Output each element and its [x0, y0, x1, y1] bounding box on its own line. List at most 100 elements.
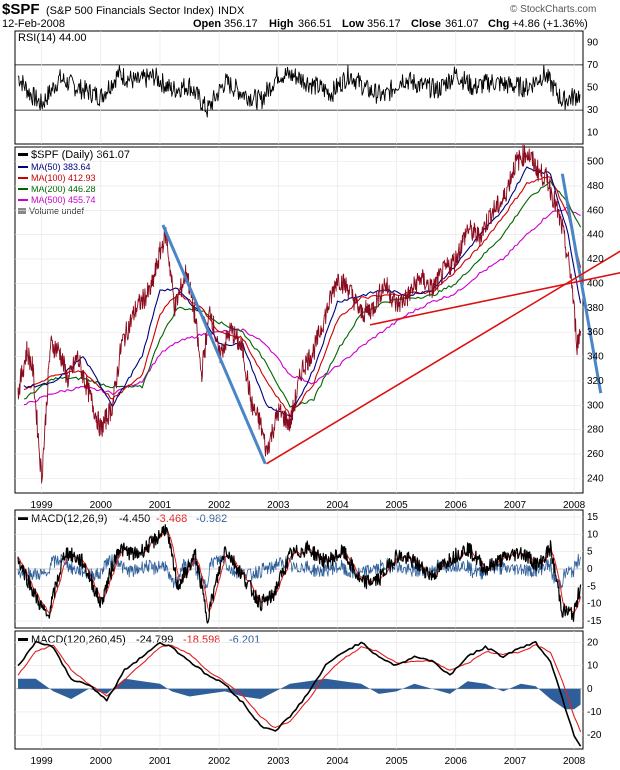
macd1-value: -4.450 [119, 513, 150, 525]
macd2-x-tick-label: 2000 [90, 756, 113, 767]
price-x-tick-label: 1999 [31, 500, 54, 511]
legend-swatch-ma500 [18, 199, 28, 201]
exchange-label: INDX [218, 5, 245, 17]
rsi-tick-label: 70 [587, 60, 599, 71]
price-x-tick-label: 2001 [149, 500, 172, 511]
price-x-tick-label: 2000 [90, 500, 113, 511]
legend-swatch-ma50 [18, 166, 28, 168]
macd1-legend: MACD(12,26,9) -4.450 -3.468 -0.982 [18, 513, 227, 525]
price-tick-label: 360 [587, 327, 604, 338]
price-tick-label: 400 [587, 278, 604, 289]
legend-swatch-ma200 [18, 188, 28, 190]
index-name: (S&P 500 Financials Sector Index) [46, 5, 214, 17]
macd2-line [17, 640, 582, 747]
macd2-legend: MACD(120,260,45) -24.799 -18.598 -6.201 [18, 634, 260, 646]
macd2-tick-label: -10 [587, 707, 602, 718]
trendline-trend_blue-0 [161, 224, 267, 465]
trendline-trend_blue-1 [560, 173, 603, 394]
rsi-tick-label: 30 [587, 105, 599, 116]
legend-swatch-macd2 [18, 638, 28, 641]
high-value: 366.51 [298, 18, 332, 30]
macd1-line [17, 524, 582, 624]
legend-volume: Volume undef [29, 206, 85, 216]
macd2-tick-label: -20 [587, 730, 602, 741]
price-x-tick-label: 2008 [563, 500, 586, 511]
price-tick-label: 260 [587, 449, 604, 460]
macd2-x-tick-label: 2001 [149, 756, 172, 767]
rsi-tick-label: 50 [587, 83, 599, 94]
macd2-x-tick-label: 2007 [504, 756, 527, 767]
legend-swatch-price [18, 153, 28, 156]
rsi-tick-label: 90 [587, 37, 599, 48]
date-label: 12-Feb-2008 [2, 18, 65, 30]
macd2-x-tick-label: 1999 [31, 756, 54, 767]
series-layer [17, 64, 620, 747]
chg-value: +4.86 (+1.36%) [512, 18, 588, 30]
series-ma-100- [23, 176, 582, 417]
rsi-line [17, 64, 581, 118]
rsi-panel-frame [14, 30, 584, 145]
macd1-signal-value: -3.468 [156, 513, 187, 525]
price-x-tick-label: 2006 [445, 500, 468, 511]
close-label: Close [411, 18, 441, 30]
price-tick-label: 340 [587, 352, 604, 363]
price-tick-label: 480 [587, 181, 604, 192]
series-ma-200- [23, 180, 582, 408]
macd2-tick-label: 0 [587, 684, 593, 695]
series-ma-500- [23, 206, 581, 406]
macd2-hist-value: -6.201 [229, 634, 260, 646]
open-value: 356.17 [224, 18, 258, 30]
legend-ma50: MA(50) 383.64 [31, 162, 91, 172]
axis-labels: 1030507090240260280300320340360380400420… [31, 37, 605, 767]
chg-label: Chg [488, 18, 509, 30]
macd2-x-tick-label: 2002 [208, 756, 231, 767]
price-x-tick-label: 2004 [326, 500, 349, 511]
price-x-tick-label: 2007 [504, 500, 527, 511]
macd1-tick-label: 0 [587, 564, 593, 575]
macd1-tick-label: -10 [587, 599, 602, 610]
price-tick-label: 280 [587, 425, 604, 436]
price-tick-label: 300 [587, 400, 604, 411]
stockcharts-watermark: © StockCharts.com [510, 4, 596, 15]
macd1-tick-label: -15 [587, 616, 602, 627]
trendline-trend_red-2 [266, 250, 620, 465]
low-value: 356.17 [367, 18, 401, 30]
macd2-tick-label: 10 [587, 661, 599, 672]
macd2-tick-label: 20 [587, 638, 599, 649]
macd2-panel-frame [14, 630, 584, 750]
high-label: High [269, 18, 294, 30]
macd1-tick-label: 10 [587, 529, 599, 540]
open-label: Open [193, 18, 221, 30]
price-tick-label: 320 [587, 376, 604, 387]
price-x-tick-label: 2005 [386, 500, 409, 511]
macd2-x-tick-label: 2006 [445, 756, 468, 767]
macd2-histogram [18, 678, 581, 710]
macd1-tick-label: -5 [587, 581, 596, 592]
macd2-x-tick-label: 2008 [563, 756, 586, 767]
price-tick-label: 440 [587, 230, 604, 241]
macd2-value: -24.799 [136, 634, 173, 646]
legend-ma500: MA(500) 455.74 [31, 195, 96, 205]
low-label: Low [342, 18, 364, 30]
macd2-x-tick-label: 2003 [267, 756, 290, 767]
symbol-label: $SPF [2, 1, 40, 18]
close-value: 361.07 [445, 18, 479, 30]
price-tick-label: 380 [587, 303, 604, 314]
price-tick-label: 240 [587, 473, 604, 484]
legend-swatch-macd1 [18, 517, 28, 520]
series-spf-price [17, 144, 582, 484]
legend-ma200: MA(200) 446.28 [31, 184, 96, 194]
price-tick-label: 420 [587, 254, 604, 265]
macd2-x-tick-label: 2004 [326, 756, 349, 767]
macd1-hist-value: -0.982 [196, 513, 227, 525]
rsi-title: RSI(14) 44.00 [18, 32, 86, 44]
price-legend: $SPF (Daily) 361.07 MA(50) 383.64 MA(100… [18, 149, 130, 216]
price-tick-label: 460 [587, 205, 604, 216]
macd1-tick-label: 5 [587, 547, 593, 558]
macd1-title: MACD(12,26,9) [31, 513, 107, 525]
price-x-tick-label: 2003 [267, 500, 290, 511]
price-x-tick-label: 2002 [208, 500, 231, 511]
legend-swatch-ma100 [18, 177, 28, 179]
macd2-signal-value: -18.598 [183, 634, 220, 646]
